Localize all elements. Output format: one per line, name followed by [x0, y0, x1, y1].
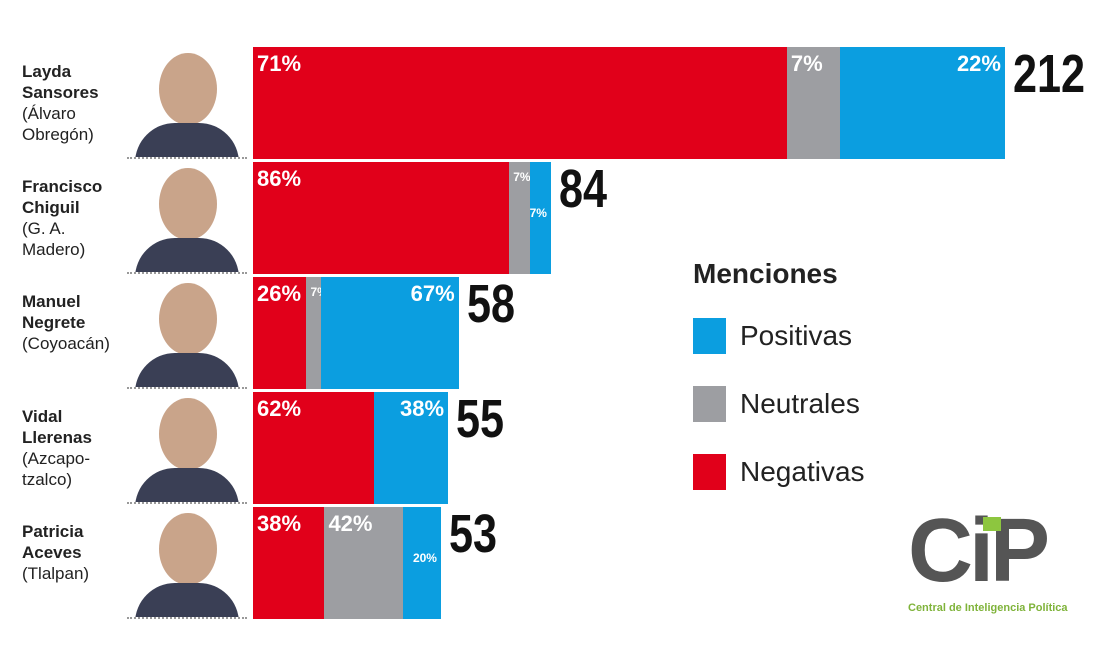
category-label: Layda Sansores (Álvaro Obregón) [22, 61, 122, 145]
bar-segment: 20% [403, 507, 441, 619]
bar-segment: 62% [253, 392, 374, 504]
photo-body [135, 353, 239, 387]
bar-segment: 7% [306, 277, 328, 389]
legend-swatch [693, 454, 726, 490]
logo-dot [983, 517, 1001, 531]
legend-swatch [693, 318, 726, 354]
value-label: 22% [956, 51, 1001, 76]
total-label: 53 [449, 504, 498, 564]
photo-head [159, 53, 217, 125]
value-label: 86% [257, 166, 302, 191]
category-label: Vidal Llerenas (Azcapo-tzalco) [22, 406, 122, 490]
value-label: 42% [328, 511, 373, 536]
candidate-name: Francisco Chiguil [22, 177, 103, 217]
value-label: 38% [257, 511, 302, 536]
photo-body [135, 238, 239, 272]
legend-label: Negativas [740, 456, 865, 487]
value-label: 38% [400, 396, 445, 421]
legend-title: Menciones [693, 258, 838, 289]
value-label: 7% [790, 51, 823, 76]
candidate-district: (Azcapo-tzalco) [22, 449, 91, 489]
bar-segment: 71% [253, 47, 787, 159]
photo-head [159, 168, 217, 240]
total-label: 212 [1013, 44, 1086, 104]
bar-segment: 7% [509, 162, 531, 274]
photo [127, 505, 247, 619]
candidate-name: Manuel Negrete [22, 292, 86, 332]
value-label: 71% [257, 51, 302, 76]
value-label: 20% [412, 551, 437, 565]
value-label: 26% [257, 281, 302, 306]
total-label: 84 [558, 159, 608, 219]
candidate-name: Patricia Aceves [22, 522, 84, 562]
bar-segment: 7% [786, 47, 840, 159]
bar-segment: 67% [320, 277, 459, 389]
category-label: Francisco Chiguil (G. A. Madero) [22, 176, 122, 260]
total-label: 55 [456, 389, 505, 449]
logo-subtitle: Central de Inteligencia Política [908, 602, 1068, 614]
total-label: 58 [466, 274, 515, 334]
bar-segment: 26% [253, 277, 307, 389]
legend-swatch [693, 386, 726, 422]
photo [127, 160, 247, 274]
photo-body [135, 468, 239, 502]
bar-segment: 7% [530, 162, 551, 274]
bar-segment: 38% [253, 507, 325, 619]
candidate-name: Vidal Llerenas [22, 407, 92, 447]
photo [127, 390, 247, 504]
bar-segment: 86% [253, 162, 510, 274]
value-label: 62% [257, 396, 302, 421]
value-label: 67% [410, 281, 455, 306]
value-label: 7% [513, 170, 531, 184]
photo-head [159, 283, 217, 355]
legend-label: Neutrales [740, 388, 860, 419]
photo-body [135, 583, 239, 617]
legend-label: Positivas [740, 320, 853, 351]
candidate-district: (Tlalpan) [22, 564, 90, 583]
photo [127, 45, 247, 159]
photo [127, 275, 247, 389]
category-label: Manuel Negrete (Coyoacán) [22, 291, 122, 354]
bar-segment: 42% [324, 507, 404, 619]
candidate-district: (Álvaro Obregón) [22, 104, 94, 144]
logo: CiP [908, 501, 1050, 601]
value-label: 7% [529, 206, 547, 220]
bar-segment: 22% [839, 47, 1005, 159]
bar-segment: 38% [373, 392, 449, 504]
photo-head [159, 398, 217, 470]
photo-head [159, 513, 217, 585]
photo-body [135, 123, 239, 157]
candidate-name: Layda Sansores [22, 62, 99, 102]
candidate-district: (G. A. Madero) [22, 219, 86, 259]
candidate-district: (Coyoacán) [22, 334, 110, 353]
category-label: Patricia Aceves (Tlalpan) [22, 521, 122, 584]
